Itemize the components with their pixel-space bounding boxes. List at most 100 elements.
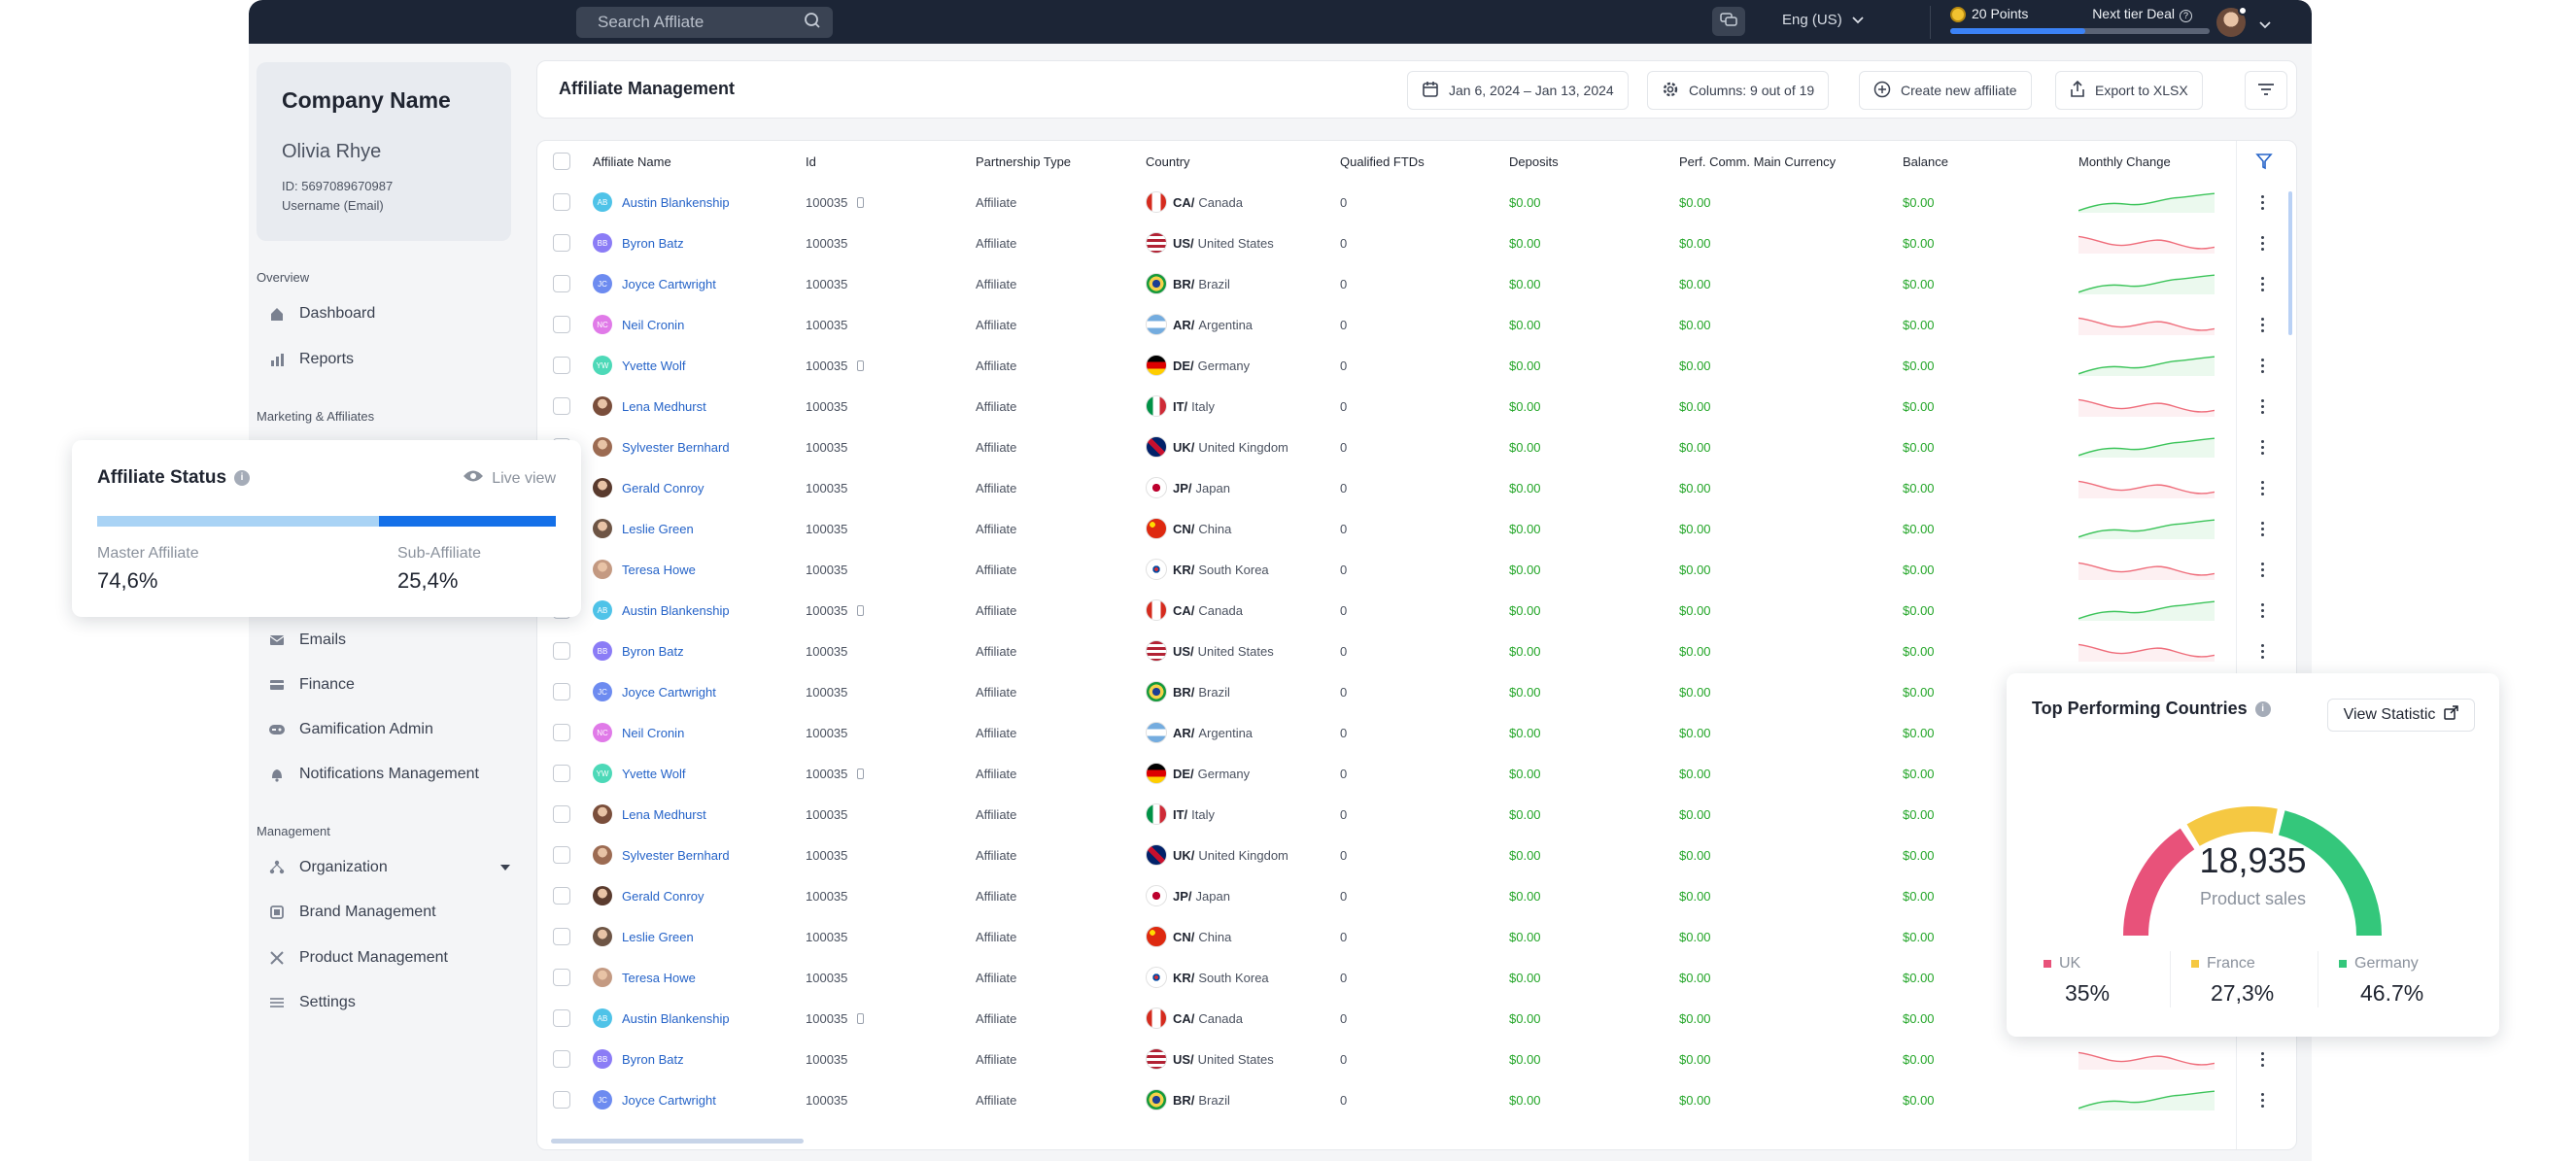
- select-all-checkbox[interactable]: [553, 141, 570, 182]
- sidebar-item-organization[interactable]: Organization: [268, 859, 511, 876]
- sidebar-item-brand[interactable]: Brand Management: [268, 904, 436, 921]
- chat-button[interactable]: [1712, 7, 1745, 36]
- sidebar-item-dashboard[interactable]: Dashboard: [268, 305, 375, 323]
- affiliate-name-link[interactable]: Joyce Cartwright: [622, 684, 716, 700]
- create-affiliate-button[interactable]: Create new affiliate: [1859, 71, 2032, 110]
- affiliate-name-link[interactable]: Byron Batz: [622, 643, 684, 659]
- affiliate-name-link[interactable]: Byron Batz: [622, 1051, 684, 1067]
- column-header[interactable]: Perf. Comm. Main Currency: [1679, 154, 1837, 169]
- row-menu-button[interactable]: [2260, 508, 2264, 549]
- sidebar-item-product[interactable]: Product Management: [268, 949, 448, 967]
- row-checkbox[interactable]: [553, 631, 570, 671]
- column-header[interactable]: Country: [1146, 154, 1190, 169]
- column-header[interactable]: Balance: [1903, 154, 1948, 169]
- language-selector[interactable]: Eng (US): [1782, 12, 1864, 28]
- sidebar-item-settings[interactable]: Settings: [268, 994, 356, 1011]
- affiliate-name-link[interactable]: Leslie Green: [622, 929, 694, 944]
- table-row[interactable]: AB Austin Blankenship 100035 Affiliate CA/Ca…: [537, 590, 2296, 631]
- row-menu-button[interactable]: [2260, 386, 2264, 427]
- affiliate-name-link[interactable]: Leslie Green: [622, 521, 694, 536]
- sidebar-item-gamification[interactable]: Gamification Admin: [268, 721, 433, 738]
- row-menu-button[interactable]: [2260, 263, 2264, 304]
- row-menu-button[interactable]: [2260, 631, 2264, 671]
- row-checkbox[interactable]: [553, 1079, 570, 1120]
- table-row[interactable]: YW Yvette Wolf 100035 Affiliate DE/Germany 0 $…: [537, 345, 2296, 386]
- info-icon[interactable]: i: [234, 470, 251, 486]
- row-checkbox[interactable]: [553, 345, 570, 386]
- table-row[interactable]: Lena Medhurst 100035 Affiliate IT/Italy 0 $0.…: [537, 386, 2296, 427]
- table-row[interactable]: JC Joyce Cartwright 100035 Affiliate BR/Braz…: [537, 263, 2296, 304]
- columns-button[interactable]: Columns: 9 out of 19: [1647, 71, 1830, 110]
- table-row[interactable]: BB Byron Batz 100035 Affiliate US/United Sta…: [537, 631, 2296, 671]
- export-button[interactable]: Export to XLSX: [2055, 71, 2203, 110]
- row-menu-button[interactable]: [2260, 304, 2264, 345]
- sidebar-item-finance[interactable]: Finance: [268, 676, 355, 694]
- table-row[interactable]: Teresa Howe 100035 Affiliate KR/South Korea…: [537, 549, 2296, 590]
- column-header[interactable]: Partnership Type: [976, 154, 1072, 169]
- affiliate-name-link[interactable]: Yvette Wolf: [622, 358, 686, 373]
- column-header[interactable]: Monthly Change: [2078, 154, 2171, 169]
- affiliate-name-link[interactable]: Yvette Wolf: [622, 766, 686, 781]
- row-checkbox[interactable]: [553, 712, 570, 753]
- row-menu-button[interactable]: [2260, 1039, 2264, 1079]
- affiliate-name-link[interactable]: Joyce Cartwright: [622, 1092, 716, 1108]
- caret-down-icon[interactable]: [499, 859, 511, 876]
- table-row[interactable]: BB Byron Batz 100035 Affiliate US/United Sta…: [537, 1039, 2296, 1079]
- table-row[interactable]: AB Austin Blankenship 100035 Affiliate CA/Ca…: [537, 182, 2296, 222]
- affiliate-name-link[interactable]: Sylvester Bernhard: [622, 439, 730, 455]
- live-view-toggle[interactable]: Live view: [463, 469, 556, 488]
- row-menu-button[interactable]: [2260, 222, 2264, 263]
- points-widget[interactable]: 20 Points Next tier Deal?: [1930, 6, 2210, 39]
- row-checkbox[interactable]: [553, 998, 570, 1039]
- vertical-scrollbar[interactable]: [2288, 191, 2292, 335]
- affiliate-name-link[interactable]: Joyce Cartwright: [622, 276, 716, 291]
- sidebar-item-notifications[interactable]: Notifications Management: [268, 766, 479, 783]
- affiliate-name-link[interactable]: Gerald Conroy: [622, 480, 704, 495]
- row-menu-button[interactable]: [2260, 182, 2264, 222]
- row-checkbox[interactable]: [553, 386, 570, 427]
- row-checkbox[interactable]: [553, 304, 570, 345]
- table-row[interactable]: Gerald Conroy 100035 Affiliate JP/Japan 0 $0.…: [537, 467, 2296, 508]
- affiliate-name-link[interactable]: Teresa Howe: [622, 970, 696, 985]
- row-checkbox[interactable]: [553, 1039, 570, 1079]
- affiliate-name-link[interactable]: Gerald Conroy: [622, 888, 704, 904]
- row-menu-button[interactable]: [2260, 549, 2264, 590]
- affiliate-name-link[interactable]: Neil Cronin: [622, 317, 685, 332]
- affiliate-name-link[interactable]: Neil Cronin: [622, 725, 685, 740]
- row-checkbox[interactable]: [553, 916, 570, 957]
- horizontal-scrollbar[interactable]: [551, 1139, 804, 1144]
- row-checkbox[interactable]: [553, 182, 570, 222]
- affiliate-name-link[interactable]: Austin Blankenship: [622, 1010, 730, 1026]
- row-checkbox[interactable]: [553, 263, 570, 304]
- table-row[interactable]: Leslie Green 100035 Affiliate CN/China 0 $0.0…: [537, 508, 2296, 549]
- avatar[interactable]: [2216, 6, 2248, 37]
- row-menu-button[interactable]: [2260, 467, 2264, 508]
- table-row[interactable]: JC Joyce Cartwright 100035 Affiliate BR/Braz…: [537, 1079, 2296, 1120]
- affiliate-name-link[interactable]: Teresa Howe: [622, 562, 696, 577]
- row-checkbox[interactable]: [553, 671, 570, 712]
- chevron-down-icon[interactable]: [2259, 17, 2271, 34]
- row-checkbox[interactable]: [553, 753, 570, 794]
- row-checkbox[interactable]: [553, 835, 570, 875]
- sidebar-item-emails[interactable]: Emails: [268, 632, 346, 649]
- row-checkbox[interactable]: [553, 222, 570, 263]
- search-icon[interactable]: [804, 12, 821, 34]
- row-menu-button[interactable]: [2260, 1079, 2264, 1120]
- table-row[interactable]: Sylvester Bernhard 100035 Affiliate UK/Unit…: [537, 835, 2296, 875]
- column-header[interactable]: Qualified FTDs: [1340, 154, 1425, 169]
- row-checkbox[interactable]: [553, 957, 570, 998]
- affiliate-name-link[interactable]: Lena Medhurst: [622, 398, 706, 414]
- affiliate-name-link[interactable]: Lena Medhurst: [622, 806, 706, 822]
- affiliate-name-link[interactable]: Austin Blankenship: [622, 194, 730, 210]
- help-icon[interactable]: ?: [2180, 10, 2192, 23]
- row-checkbox[interactable]: [553, 875, 570, 916]
- column-header[interactable]: Id: [806, 154, 816, 169]
- table-row[interactable]: NC Neil Cronin 100035 Affiliate AR/Argentina…: [537, 304, 2296, 345]
- filter-menu-button[interactable]: [2245, 71, 2287, 110]
- row-menu-button[interactable]: [2260, 427, 2264, 467]
- column-header[interactable]: Affiliate Name: [593, 154, 671, 169]
- affiliate-name-link[interactable]: Austin Blankenship: [622, 602, 730, 618]
- sidebar-item-reports[interactable]: Reports: [268, 351, 354, 368]
- view-statistic-button[interactable]: View Statistic: [2327, 699, 2475, 732]
- table-row[interactable]: BB Byron Batz 100035 Affiliate US/United Sta…: [537, 222, 2296, 263]
